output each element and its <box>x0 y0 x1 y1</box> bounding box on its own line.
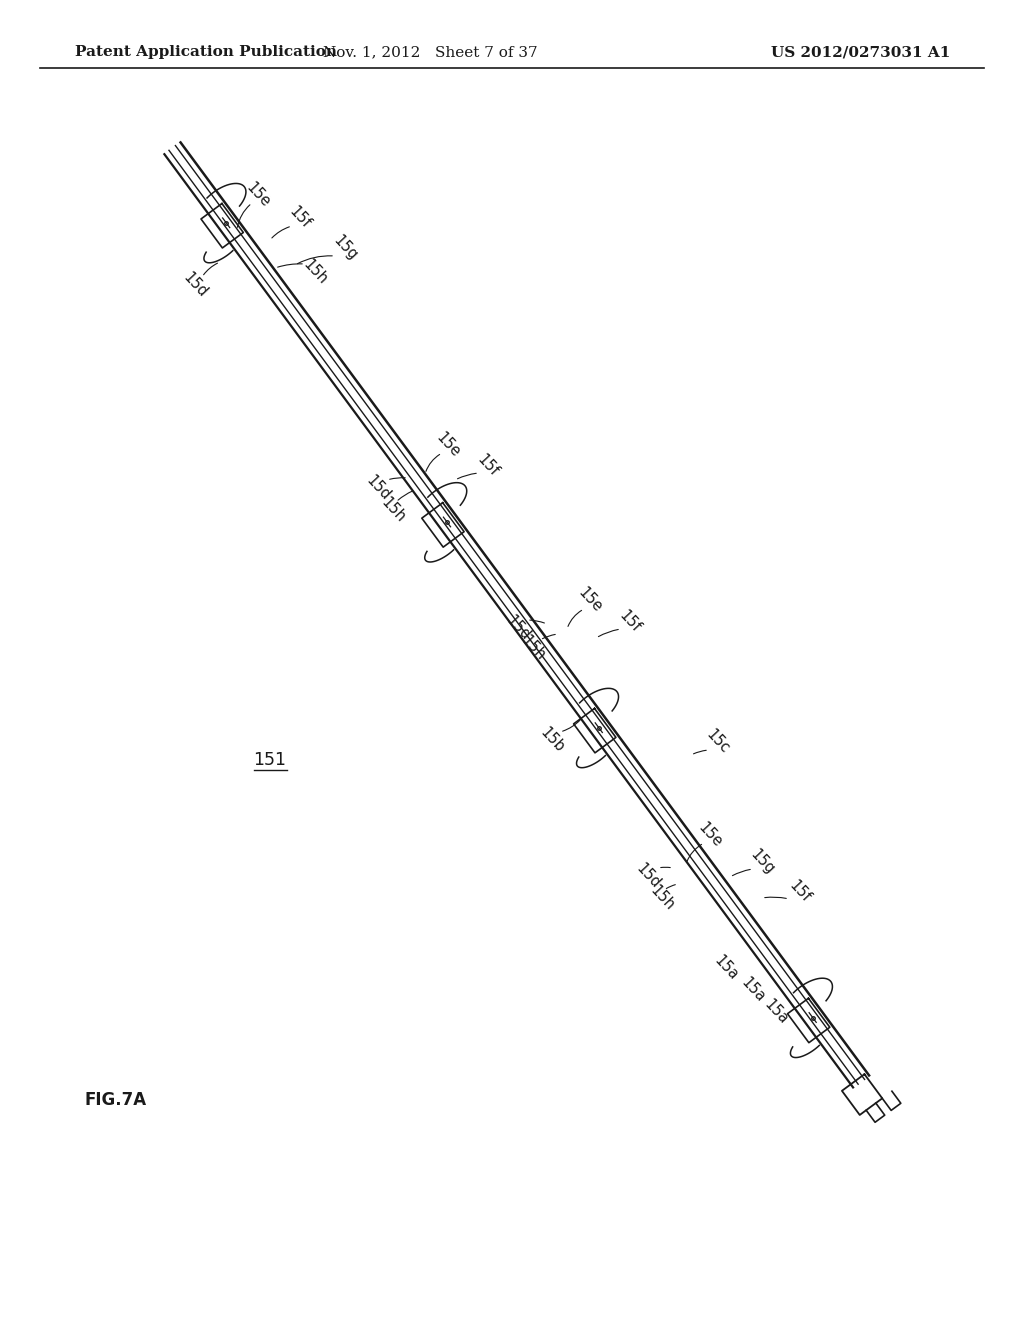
Text: 15a: 15a <box>761 997 791 1027</box>
Text: 15a: 15a <box>738 975 768 1005</box>
Text: 15d: 15d <box>364 473 393 503</box>
Text: 15e: 15e <box>695 820 725 850</box>
Text: Nov. 1, 2012   Sheet 7 of 37: Nov. 1, 2012 Sheet 7 of 37 <box>323 45 538 59</box>
Text: 15f: 15f <box>474 453 502 479</box>
Text: 15d: 15d <box>633 861 663 891</box>
Text: FIG.7A: FIG.7A <box>85 1092 147 1109</box>
Text: 15e: 15e <box>575 585 605 615</box>
Text: 151: 151 <box>254 751 287 770</box>
Text: US 2012/0273031 A1: US 2012/0273031 A1 <box>771 45 950 59</box>
Text: 15h: 15h <box>378 495 408 525</box>
Text: 15h: 15h <box>647 883 677 913</box>
Text: 15d: 15d <box>503 612 532 643</box>
Text: 15e: 15e <box>433 430 463 461</box>
Text: 15e: 15e <box>243 180 272 210</box>
Text: 15g: 15g <box>748 846 777 878</box>
Text: 15h: 15h <box>300 256 330 288</box>
Text: 15f: 15f <box>786 878 813 906</box>
Text: 15f: 15f <box>287 205 313 232</box>
Text: 15f: 15f <box>616 609 643 636</box>
Text: 15a: 15a <box>711 953 740 983</box>
Text: 15h: 15h <box>518 632 548 664</box>
Text: Patent Application Publication: Patent Application Publication <box>75 45 337 59</box>
Text: 15d: 15d <box>180 269 210 300</box>
Text: 15g: 15g <box>330 232 360 263</box>
Text: 15c: 15c <box>703 727 732 756</box>
Text: 15b: 15b <box>537 725 567 755</box>
